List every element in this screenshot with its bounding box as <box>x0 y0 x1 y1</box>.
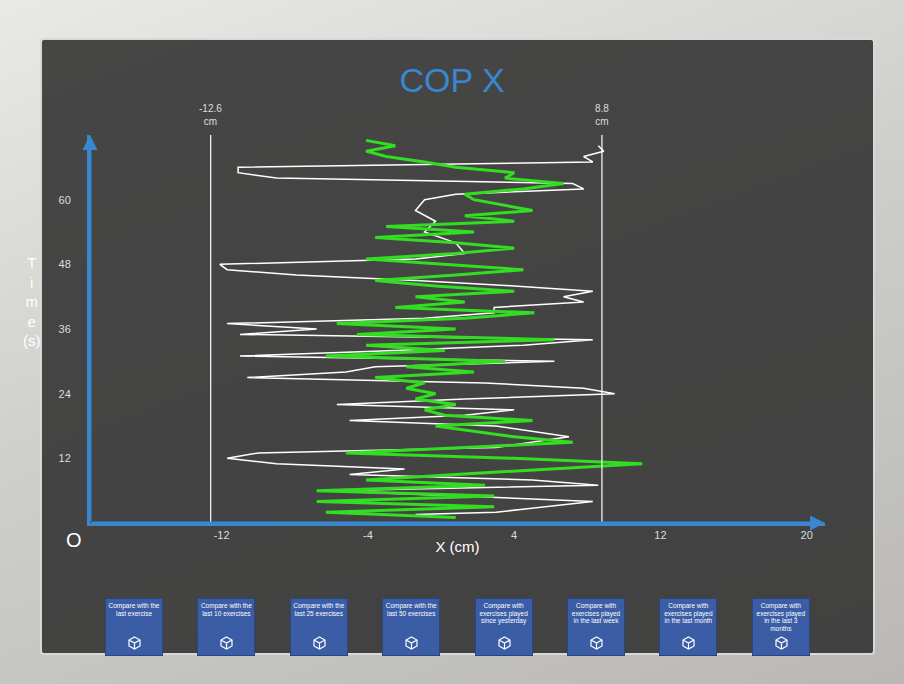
svg-text:60: 60 <box>59 194 71 206</box>
svg-text:36: 36 <box>59 323 71 335</box>
html-text:Compare with exercises played: Compare with exercises played in the las… <box>571 602 621 624</box>
html-text:Compare with the last 25 exerc: Compare with the last 25 exercises <box>293 602 345 617</box>
svg-text:X (cm): X (cm) <box>435 538 479 555</box>
svg-text:-12: -12 <box>214 529 230 541</box>
svg-text:4: 4 <box>511 529 517 541</box>
svg-text:24: 24 <box>59 388 71 400</box>
svg-text:COP X: COP X <box>399 61 504 99</box>
svg-text:48: 48 <box>59 258 71 270</box>
svg-text:Time(s): Time(s) <box>23 254 41 349</box>
svg-text:-4: -4 <box>363 529 373 541</box>
html-text:Compare with exercises played: Compare with exercises played since yest… <box>479 602 528 624</box>
svg-text:8.8cm: 8.8cm <box>595 103 609 127</box>
svg-text:-12.6cm: -12.6cm <box>199 103 222 127</box>
html-text:Compare with exercises played: Compare with exercises played in the las… <box>664 602 713 624</box>
svg-text:12: 12 <box>59 452 71 464</box>
html-text:Compare with the last 50 exerc: Compare with the last 50 exercises <box>385 602 437 617</box>
svg-text:12: 12 <box>654 529 666 541</box>
html-text:Compare with the last exercise: Compare with the last exercise <box>108 602 160 617</box>
html-text:Compare with exercises played: Compare with exercises played in the las… <box>756 602 805 632</box>
html-text:Compare with the last 10 exerc: Compare with the last 10 exercises <box>200 602 252 617</box>
svg-text:20: 20 <box>801 529 813 541</box>
svg-text:O: O <box>66 529 82 551</box>
